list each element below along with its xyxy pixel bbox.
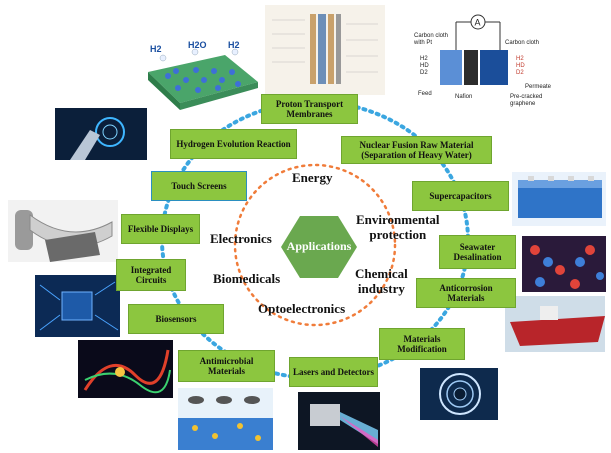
box-proton-transport: Proton Transport Membranes: [261, 94, 358, 124]
ammeter-label: A: [475, 18, 481, 28]
box-seawater: Seawater Desalination: [439, 235, 516, 269]
svg-text:D2: D2: [420, 70, 428, 76]
integrated-circuit-image: [35, 275, 120, 337]
category-chemical: Chemical industry: [355, 266, 408, 296]
svg-text:D2: D2: [516, 70, 524, 76]
h2-left-label: H2: [150, 44, 162, 54]
category-biomedicals: Biomedicals: [213, 271, 281, 286]
center-label: Applications: [286, 239, 352, 253]
h2o-label: H2O: [188, 40, 207, 50]
proton-membrane-image: [265, 5, 385, 95]
center-hexagon: [281, 216, 357, 278]
supercapacitor-image: [512, 172, 606, 226]
antimicrobial-image: [178, 388, 273, 450]
materials-image: [420, 368, 498, 420]
category-electronics: Electronics: [210, 231, 272, 246]
box-anticorrosion: Anticorrosion Materials: [416, 278, 516, 308]
box-antimicrobial: Antimicrobial Materials: [178, 350, 275, 382]
box-flexible-displays: Flexible Displays: [121, 214, 200, 244]
desalination-image: [522, 236, 606, 292]
box-nuclear-fusion: Nuclear Fusion Raw Material (Separation …: [341, 136, 492, 164]
heavy-water-cell-image: A Carbon cloth with Pt Carbon cloth H2 HD…: [405, 10, 570, 110]
pre-cracked-label: Pre-cracked graphene: [510, 94, 542, 107]
box-touch-screens: Touch Screens: [151, 171, 247, 201]
category-optoelectronics: Optoelectronics: [258, 301, 346, 316]
box-hydrogen-evolution: Hydrogen Evolution Reaction: [170, 129, 297, 159]
water-splitting-image: H2 H2O H2: [148, 40, 258, 110]
permeate-label: Permeate: [525, 84, 552, 90]
biosensor-image: [78, 340, 173, 398]
flexible-display-image: [8, 200, 118, 262]
svg-text:HD: HD: [420, 63, 429, 69]
svg-text:H2: H2: [516, 56, 524, 62]
nafion-label: Nafion: [455, 94, 472, 100]
feed-label: Feed: [418, 91, 432, 97]
box-biosensors: Biosensors: [128, 304, 224, 334]
svg-text:HD: HD: [516, 63, 525, 69]
laser-image: [298, 392, 380, 450]
h2-right-label: H2: [228, 40, 240, 50]
svg-text:H2: H2: [420, 56, 428, 62]
box-materials-modification: Materials Modification: [379, 328, 465, 360]
category-energy: Energy: [292, 170, 333, 185]
box-integrated-circuits: Integrated Circuits: [116, 259, 186, 291]
inner-dotted-ring: [233, 163, 397, 327]
box-supercapacitors: Supercapacitors: [412, 181, 509, 211]
category-environmental: Environmental protection: [356, 212, 440, 242]
touch-screen-image: [55, 108, 147, 160]
carbon-cloth-pt-label: Carbon cloth with Pt: [413, 33, 448, 46]
carbon-cloth-label: Carbon cloth: [505, 40, 539, 46]
ship-image: [505, 296, 605, 352]
box-lasers-detectors: Lasers and Detectors: [289, 357, 378, 387]
